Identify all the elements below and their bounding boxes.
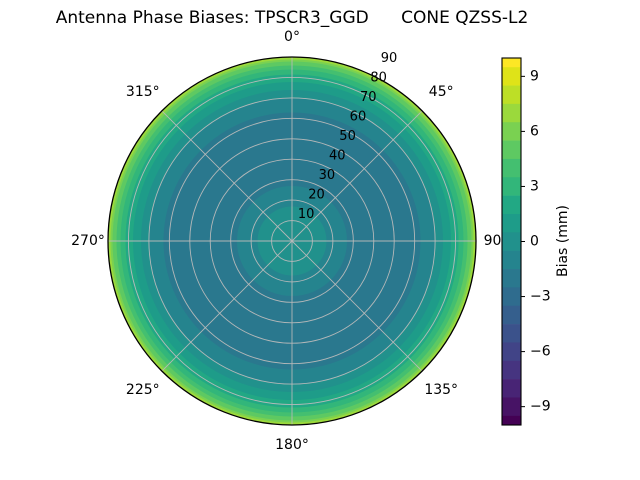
outer-rim — [107, 56, 477, 426]
colorbar-band — [502, 140, 521, 160]
radial-tick-label: 70 — [360, 90, 377, 105]
colorbar-tick-label: −6 — [530, 344, 551, 360]
colorbar-band — [502, 324, 521, 343]
colorbar-tick-label: 6 — [530, 123, 539, 139]
azimuth-tick-label: 45° — [429, 84, 454, 100]
azimuth-tick-label: 0° — [284, 29, 300, 45]
colorbar-band — [502, 58, 521, 68]
colorbar-band — [502, 342, 521, 362]
radial-tick-labels: 10 20 30 40 50 60 70 80 90 — [298, 51, 397, 222]
azimuth-tick-label: 135° — [424, 382, 458, 398]
colorbar-axis-label: Bias (mm) — [555, 205, 571, 277]
chart-title: Antenna Phase Biases: TPSCR3_GGD CONE QZ… — [55, 8, 529, 28]
colorbar: Bias (mm) — [501, 57, 571, 426]
colorbar-tick-label: 3 — [530, 178, 539, 194]
angular-gridline — [161, 110, 293, 242]
colorbar-band — [502, 85, 521, 105]
colorbar-band — [502, 213, 521, 233]
angular-gridline — [161, 240, 293, 372]
angular-gridline — [291, 110, 423, 242]
radial-tick-label: 50 — [339, 129, 356, 144]
colorbar-band — [502, 250, 521, 270]
colorbar-band — [502, 269, 521, 288]
colorbar-band — [502, 195, 521, 215]
radial-tick-label: 40 — [329, 148, 346, 163]
azimuth-tick-labels: 0°45°90°135°180°225°270°315° — [71, 29, 508, 453]
azimuth-tick-label: 315° — [126, 84, 160, 100]
colorbar-band — [502, 305, 521, 325]
colorbar-ticks: 9 6 3 0 −3 −6 −9 — [521, 68, 551, 415]
colorbar-band — [502, 379, 521, 398]
colorbar-band — [502, 360, 521, 380]
colorbar-band — [502, 67, 521, 86]
radial-tick-label: 20 — [308, 187, 325, 202]
azimuth-tick-label: 225° — [126, 382, 160, 398]
colorbar-tick-label: 0 — [530, 234, 539, 250]
colorbar-band — [502, 122, 521, 141]
colorbar-band — [502, 232, 521, 251]
azimuth-tick-label: 180° — [275, 437, 309, 453]
colorbar-band — [502, 415, 521, 426]
colorbar-band — [502, 158, 521, 178]
colorbar-tick-label: −9 — [530, 399, 551, 415]
radial-tick-label: 80 — [370, 70, 387, 85]
radial-tick-label: 30 — [319, 168, 336, 183]
colorbar-band — [502, 397, 521, 417]
colorbar-band — [502, 103, 521, 123]
colorbar-tick-label: 9 — [530, 68, 539, 84]
radial-tick-label: 90 — [381, 51, 398, 66]
angular-gridline — [291, 240, 423, 372]
colorbar-band — [502, 287, 521, 307]
radial-tick-label: 60 — [350, 109, 367, 124]
colorbar-band — [502, 177, 521, 196]
colorbar-tick-label: −3 — [530, 289, 551, 305]
radial-tick-label: 10 — [298, 207, 315, 222]
azimuth-tick-label: 270° — [71, 233, 105, 249]
polar-grid — [107, 56, 477, 426]
